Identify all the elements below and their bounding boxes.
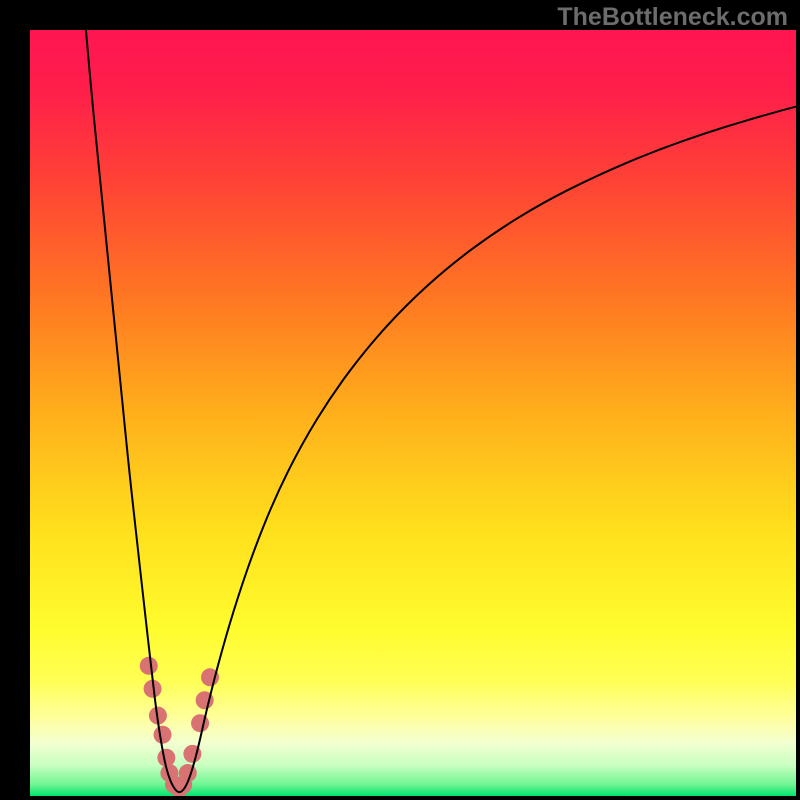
- plot-area: [30, 30, 796, 796]
- gradient-background: [30, 30, 796, 796]
- curve-marker: [154, 726, 172, 744]
- watermark-text: TheBottleneck.com: [557, 3, 788, 32]
- curve-marker: [191, 714, 209, 732]
- curve-marker: [140, 657, 158, 675]
- chart-frame: TheBottleneck.com: [0, 0, 800, 800]
